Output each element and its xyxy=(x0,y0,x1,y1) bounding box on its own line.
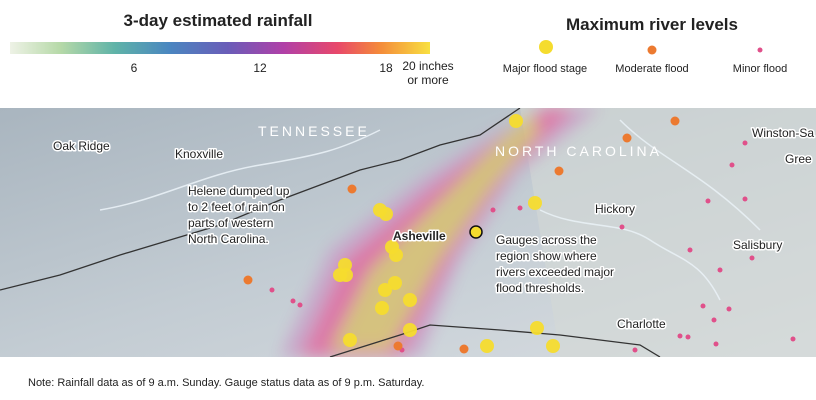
minor-gauge xyxy=(711,317,717,323)
city-label: Knoxville xyxy=(175,147,223,161)
minor-gauge xyxy=(726,306,732,312)
rainfall-tick-label: 18 xyxy=(379,61,393,75)
minor-gauge xyxy=(705,198,711,204)
major-gauge xyxy=(546,339,560,353)
moderate-gauge xyxy=(622,133,632,143)
rainfall-title: 3-day estimated rainfall xyxy=(124,11,313,30)
major-gauge xyxy=(339,268,353,282)
minor-gauge xyxy=(742,140,748,146)
major-gauge xyxy=(379,207,393,221)
major-gauge xyxy=(403,323,417,337)
major-gauge xyxy=(343,333,357,347)
moderate-gauge xyxy=(459,344,469,354)
note: Note: Rainfall data as of 9 a.m. Sunday.… xyxy=(28,377,424,389)
rainfall-tick-label: 6 xyxy=(131,61,138,75)
minor-gauge xyxy=(713,341,719,347)
minor-gauge xyxy=(752,132,758,138)
minor-gauge xyxy=(687,247,693,253)
minor-gauge xyxy=(742,196,748,202)
major-gauge xyxy=(480,339,494,353)
moderate-gauge xyxy=(670,116,680,126)
major-gauge xyxy=(388,276,402,290)
minor-gauge xyxy=(790,336,796,342)
minor-gauge xyxy=(749,255,755,261)
city-label: Winston-Sa xyxy=(752,126,814,140)
city-label: Hickory xyxy=(595,202,635,216)
minor-gauge xyxy=(700,303,706,309)
major-gauge xyxy=(403,293,417,307)
minor-gauge xyxy=(632,347,638,353)
major-gauge-highlight xyxy=(469,225,483,239)
major-gauge xyxy=(389,248,403,262)
minor-gauge xyxy=(517,205,523,211)
minor-gauge xyxy=(685,334,691,340)
city-label: Charlotte xyxy=(617,317,666,331)
minor-gauge xyxy=(729,162,735,168)
moderate-gauge xyxy=(393,341,403,351)
legend-label: Major flood stage xyxy=(503,63,587,75)
minor-gauge xyxy=(269,287,275,293)
state-label: TENNESSEE xyxy=(258,123,370,139)
major-gauge xyxy=(528,196,542,210)
river-title: Maximum river levels xyxy=(566,15,738,34)
moderate-gauge xyxy=(554,166,564,176)
legend-moderate-dot xyxy=(647,45,657,55)
minor-gauge xyxy=(717,267,723,273)
rainfall-tick-label: 12 xyxy=(253,61,267,75)
moderate-gauge xyxy=(347,184,357,194)
annotation: Helene dumped up to 2 feet of rain on part… xyxy=(188,184,290,246)
city-label: Oak Ridge xyxy=(53,139,110,153)
city-label: Gree xyxy=(785,152,812,166)
rainfall-scale xyxy=(10,42,430,54)
state-label: NORTH CAROLINA xyxy=(495,143,662,159)
minor-gauge xyxy=(677,333,683,339)
major-gauge xyxy=(530,321,544,335)
annotation: Gauges across the region show where rivers… xyxy=(496,233,614,295)
legend-minor-dot xyxy=(757,47,763,53)
rainfall-end-label: 20 inches or more xyxy=(402,59,453,87)
major-gauge xyxy=(378,283,392,297)
major-gauge xyxy=(375,301,389,315)
legend-label: Moderate flood xyxy=(615,63,688,75)
minor-gauge xyxy=(290,298,296,304)
city-label: Asheville xyxy=(393,229,446,243)
major-gauge xyxy=(509,114,523,128)
city-label: Salisbury xyxy=(733,238,782,252)
moderate-gauge xyxy=(243,275,253,285)
minor-gauge xyxy=(490,207,496,213)
map: TENNESSEE NORTH CAROLINA Oak Ridge Knoxvi… xyxy=(0,108,816,357)
legend-major-dot xyxy=(539,40,553,54)
legend-label: Minor flood xyxy=(733,63,787,75)
minor-gauge xyxy=(619,224,625,230)
minor-gauge xyxy=(297,302,303,308)
